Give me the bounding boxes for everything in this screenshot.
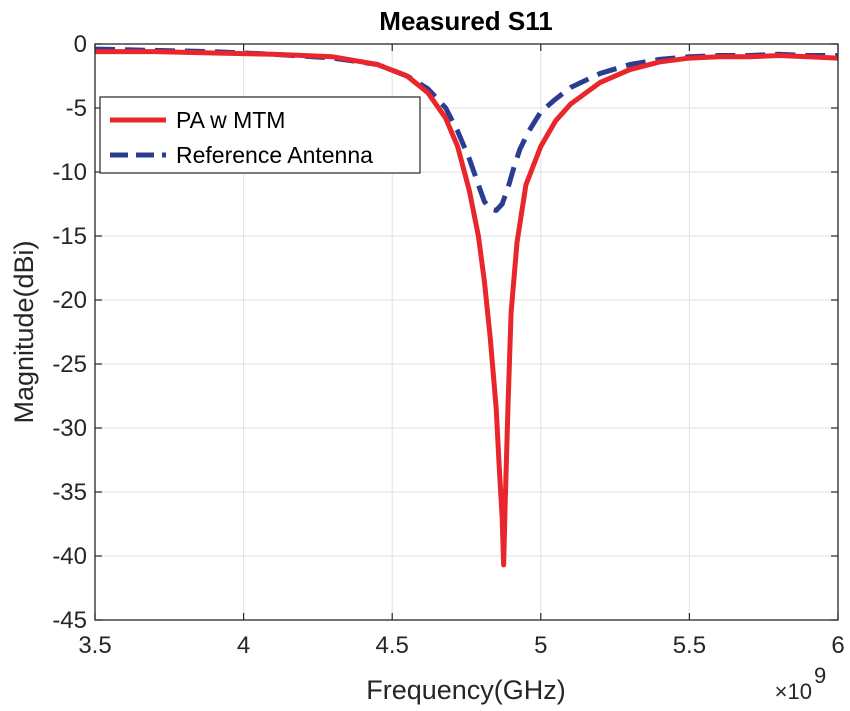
x-tick-label: 5.5 <box>673 632 706 659</box>
x-exponent-label: ×10 <box>775 679 812 704</box>
legend-label-reference-antenna: Reference Antenna <box>176 142 373 168</box>
plot-frame <box>94 43 839 621</box>
legend: PA w MTM Reference Antenna <box>99 96 421 174</box>
series-lines <box>94 46 839 568</box>
x-tick-label: 4.5 <box>376 632 409 659</box>
axis-ticks: 3.5 4 4.5 5 5.5 6 0 -5 -10 -15 -20 -25 -30 -35 -40 -45 <box>52 31 844 659</box>
x-tick-label: 3.5 <box>78 632 111 659</box>
y-tick-label: 0 <box>74 31 87 58</box>
y-tick-label: -20 <box>52 287 87 314</box>
x-tick-label: 4 <box>237 632 250 659</box>
y-tick-label: -25 <box>52 351 87 378</box>
x-exponent-power: 9 <box>814 663 826 688</box>
y-tick-label: -15 <box>52 223 87 250</box>
x-tick-label: 5 <box>534 632 547 659</box>
y-tick-label: -45 <box>52 607 87 634</box>
y-tick-label: -10 <box>52 159 87 186</box>
legend-label-pa-w-mtm: PA w MTM <box>176 107 285 133</box>
chart-title: Measured S11 <box>379 6 552 36</box>
y-axis-title: Magnitude(dBi) <box>9 240 39 423</box>
y-tick-label: -40 <box>52 543 87 570</box>
y-tick-label: -30 <box>52 415 87 442</box>
series-line-pa-w-mtm <box>95 49 839 568</box>
y-tick-label: -5 <box>66 95 87 122</box>
x-tick-label: 6 <box>831 632 844 659</box>
x-axis-title: Frequency(GHz) <box>366 675 566 705</box>
y-tick-label: -35 <box>52 479 87 506</box>
legend-box <box>99 96 421 174</box>
